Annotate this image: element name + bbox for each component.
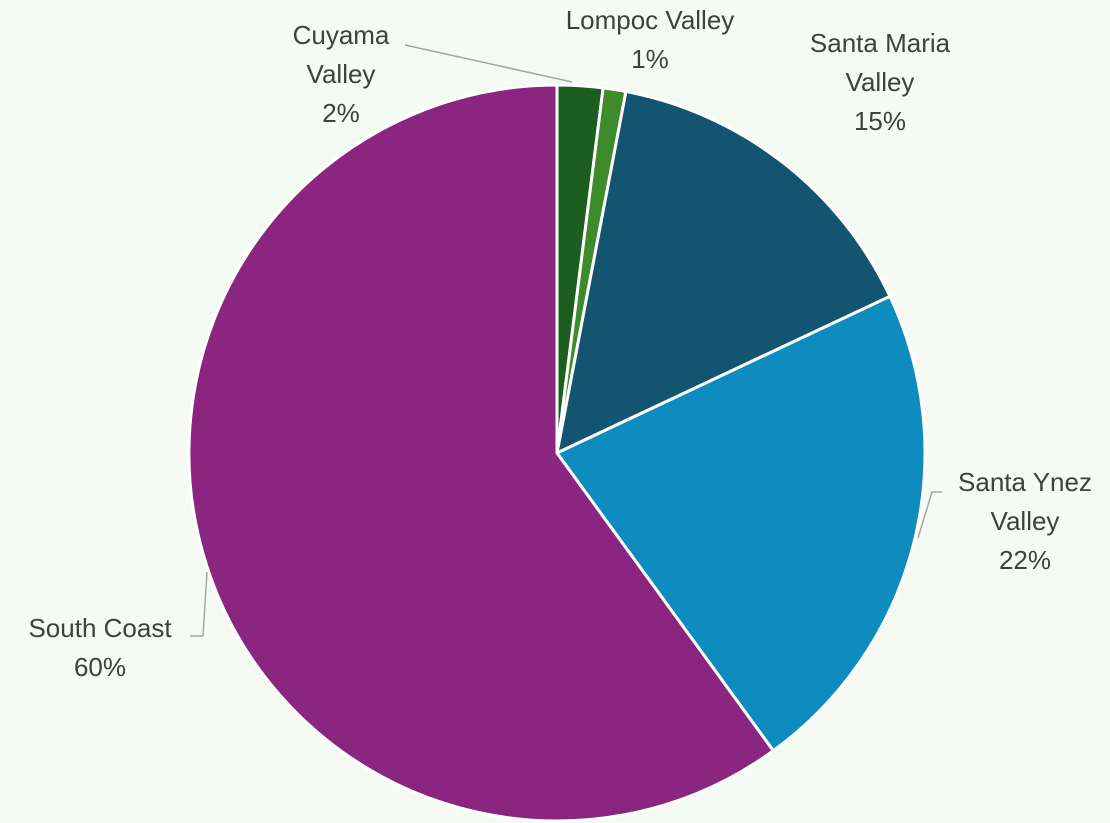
wedge (555, 90, 892, 455)
data-label: Santa Maria Valley 15% (780, 24, 980, 141)
value-label: 2% (322, 98, 360, 128)
wedges (187, 83, 927, 823)
value-label: 1% (631, 44, 669, 74)
value-label: 22% (998, 545, 1052, 575)
category-label: South Coast (28, 613, 172, 643)
value-label: 60% (73, 652, 127, 682)
wedge (555, 294, 927, 753)
data-label: Santa Ynez Valley 22% (935, 463, 1110, 580)
category-label: Santa Ynez Valley (958, 467, 1092, 536)
category-label: Lompoc Valley (565, 5, 735, 35)
leader-line (404, 44, 573, 83)
value-label: 15% (853, 106, 907, 136)
category-label: Santa Maria Valley (809, 28, 951, 97)
data-label: Cuyama Valley 2% (276, 16, 406, 133)
data-label: Lompoc Valley 1% (530, 1, 770, 79)
data-label: South Coast 60% (0, 609, 200, 687)
category-label: Cuyama Valley (292, 20, 390, 89)
leader-line (917, 491, 942, 539)
leader-line (190, 571, 208, 637)
wedge (187, 83, 775, 823)
